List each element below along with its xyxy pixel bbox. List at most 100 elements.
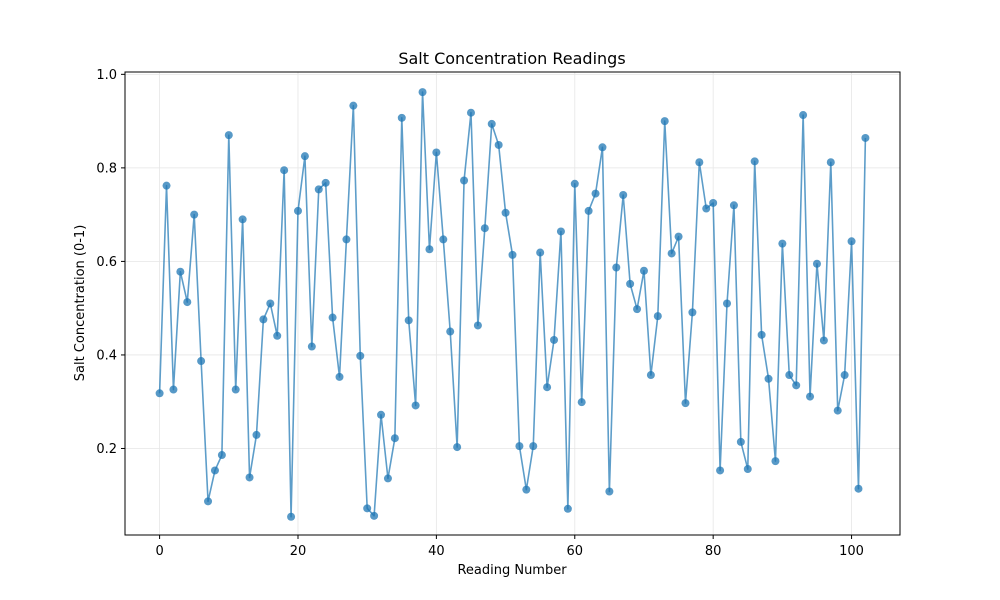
y-tick-label: 0.6 <box>96 255 117 270</box>
data-point <box>176 267 185 276</box>
data-point <box>342 235 351 244</box>
data-point <box>287 512 296 521</box>
data-point <box>204 497 213 506</box>
data-point <box>280 166 289 175</box>
data-point <box>833 406 842 415</box>
data-point <box>501 208 510 217</box>
plot-frame <box>124 71 901 536</box>
series-line <box>158 91 867 518</box>
data-point <box>224 131 233 140</box>
data-point <box>605 487 614 496</box>
y-tick-label: 0.4 <box>96 348 117 363</box>
data-point <box>370 511 379 520</box>
data-point <box>217 451 226 460</box>
data-point <box>536 248 545 257</box>
data-point <box>667 249 676 258</box>
data-point <box>494 140 503 149</box>
data-point <box>688 308 697 317</box>
y-axis-label: Salt Concentration (0-1) <box>73 225 88 382</box>
x-axis-label: Reading Number <box>457 563 567 578</box>
x-tick-label: 0 <box>155 544 163 559</box>
data-point <box>543 383 552 392</box>
data-point <box>812 259 821 268</box>
x-tick-label: 80 <box>705 544 722 559</box>
x-tick-label: 100 <box>839 544 864 559</box>
data-point <box>563 504 572 513</box>
data-point <box>397 113 406 122</box>
data-point <box>522 485 531 494</box>
data-point <box>190 210 199 219</box>
data-point <box>293 206 302 215</box>
y-tick-label: 1.0 <box>96 68 117 83</box>
data-point <box>736 437 745 446</box>
data-point <box>183 298 192 307</box>
grid-lines <box>125 72 900 535</box>
data-point <box>328 313 337 322</box>
data-point <box>363 504 372 513</box>
data-point <box>729 201 738 210</box>
data-point <box>771 457 780 466</box>
data-point <box>432 148 441 157</box>
chart-title: Salt Concentration Readings <box>398 49 625 68</box>
data-point <box>577 398 586 407</box>
data-point <box>674 232 683 241</box>
data-point <box>861 133 870 142</box>
data-point <box>709 198 718 207</box>
y-tick-label: 0.8 <box>96 161 117 176</box>
x-tick-label: 20 <box>290 544 307 559</box>
data-point <box>550 335 559 344</box>
data-point <box>556 227 565 236</box>
data-point <box>460 176 469 185</box>
data-point <box>162 181 171 190</box>
data-point <box>819 336 828 345</box>
data-point <box>847 237 856 246</box>
data-point <box>418 88 427 97</box>
data-point <box>404 316 413 325</box>
data-point <box>487 119 496 128</box>
data-point <box>529 442 538 451</box>
data-point <box>639 266 648 275</box>
data-point <box>390 434 399 443</box>
data-point <box>453 443 462 452</box>
data-point <box>778 239 787 248</box>
data-point <box>681 399 690 408</box>
data-point <box>169 385 178 394</box>
data-point <box>584 206 593 215</box>
y-tick-label: 0.2 <box>96 442 117 457</box>
data-point <box>598 143 607 152</box>
data-point <box>702 204 711 213</box>
data-point <box>480 224 489 233</box>
data-point <box>764 374 773 383</box>
data-point <box>466 108 475 117</box>
data-point <box>695 158 704 167</box>
data-point <box>425 245 434 254</box>
data-point <box>653 312 662 321</box>
data-point <box>612 263 621 272</box>
data-point <box>826 158 835 167</box>
data-point <box>273 331 282 340</box>
data-point <box>633 305 642 314</box>
data-point <box>515 442 524 451</box>
data-point <box>321 178 330 187</box>
data-point <box>473 321 482 330</box>
data-point <box>799 111 808 120</box>
data-point <box>757 330 766 339</box>
data-point <box>626 279 635 288</box>
data-point <box>210 466 219 475</box>
data-point <box>259 315 268 324</box>
data-point <box>266 299 275 308</box>
data-point <box>335 372 344 381</box>
data-point <box>197 357 206 366</box>
data-point <box>508 250 517 259</box>
data-point <box>439 235 448 244</box>
series <box>155 88 870 521</box>
data-point <box>854 484 863 493</box>
data-point <box>446 327 455 336</box>
axis-ticks: 0 20 40 60 80 100 0.2 0.4 0.6 0.8 1.0 <box>96 68 864 559</box>
data-point <box>238 215 247 224</box>
data-point <box>411 401 420 410</box>
x-tick-label: 60 <box>567 544 584 559</box>
data-point <box>377 410 386 419</box>
data-point <box>646 371 655 380</box>
